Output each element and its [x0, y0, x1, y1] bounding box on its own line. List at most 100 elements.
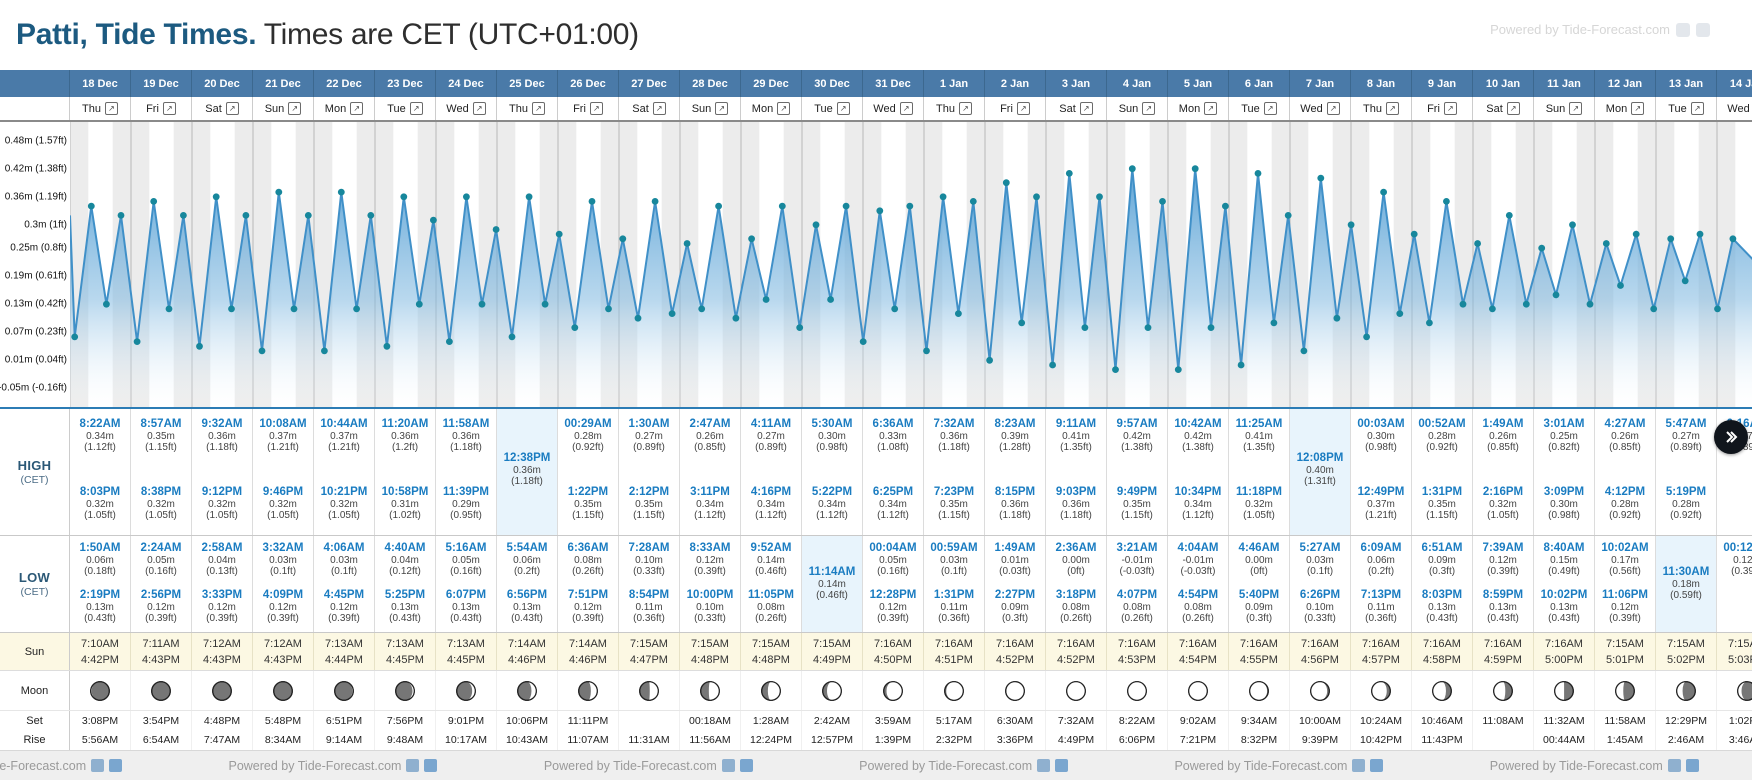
expand-day-icon[interactable]: ↗	[472, 102, 486, 115]
expand-day-icon[interactable]: ↗	[652, 102, 666, 115]
tide-height-m: 0.13m	[1428, 602, 1456, 613]
weekday-label: Fri	[146, 102, 159, 115]
expand-day-icon[interactable]: ↗	[899, 102, 913, 115]
expand-day-icon[interactable]: ↗	[350, 102, 364, 115]
tide-height-ft: (0ft)	[1250, 566, 1268, 577]
tide-time: 5:30AM	[811, 418, 853, 430]
share-icon[interactable]	[1685, 759, 1699, 772]
expand-day-icon[interactable]: ↗	[836, 102, 850, 115]
high-tide-entry: 11:20AM 0.36m (1.2ft)	[375, 417, 435, 453]
tide-height-ft: (1.12ft)	[694, 510, 726, 521]
expand-day-icon[interactable]: ↗	[288, 102, 302, 115]
tide-time: 9:57AM	[1116, 418, 1158, 430]
expand-day-icon[interactable]: ↗	[1631, 102, 1645, 115]
moon-phase-icon	[1737, 680, 1752, 701]
footer-powered-by-link[interactable]: Powered by Tide-Forecast.com	[1490, 759, 1699, 773]
expand-day-icon[interactable]: ↗	[1263, 102, 1277, 115]
share-icon[interactable]	[1696, 22, 1710, 37]
high-tide-entry: 8:23AM 0.39m (1.28ft)	[985, 417, 1045, 453]
expand-day-icon[interactable]: ↗	[589, 102, 603, 115]
tide-time: 1:30AM	[628, 418, 670, 430]
tide-height-ft: (1.12ft)	[816, 510, 848, 521]
tide-height-ft: (0.3ft)	[1001, 613, 1029, 624]
tide-height-m: 0.37m	[1367, 499, 1395, 510]
expand-day-icon[interactable]: ↗	[1079, 102, 1093, 115]
tide-height-m: 0.00m	[1062, 555, 1090, 566]
weekday-label: Thu	[1363, 102, 1382, 115]
expand-day-icon[interactable]: ↗	[715, 102, 729, 115]
tide-height-m: 0.15m	[1550, 555, 1578, 566]
weekday-cell: Thu ↗	[70, 97, 131, 120]
share-icon[interactable]	[1055, 759, 1069, 772]
powered-by-link[interactable]: Powered by Tide-Forecast.com	[1490, 22, 1710, 37]
low-tide-entry: 2:19PM 0.13m (0.43ft)	[70, 588, 130, 624]
share-icon[interactable]	[721, 759, 735, 772]
moonset-time: 1:28AM	[741, 711, 802, 730]
footer-powered-by-link[interactable]: Powered by Tide-Forecast.com	[228, 759, 438, 773]
expand-day-icon[interactable]: ↗	[531, 102, 545, 115]
expand-day-icon[interactable]: ↗	[1506, 102, 1520, 115]
moon-phase-icon	[761, 680, 781, 701]
tide-time: 8:03PM	[79, 486, 121, 498]
y-axis-label: 0.13m (0.42ft)	[4, 298, 67, 310]
tide-time: 10:00PM	[686, 589, 734, 601]
tide-time: 11:06PM	[1601, 589, 1649, 601]
share-icon[interactable]	[424, 759, 438, 772]
tide-time: 00:04AM	[869, 542, 917, 554]
expand-day-icon[interactable]: ↗	[1385, 102, 1399, 115]
share-icon[interactable]	[406, 759, 420, 772]
share-icon[interactable]	[1370, 759, 1384, 772]
sunrise-time: 7:11AM	[142, 637, 180, 650]
tide-height-m: 0.10m	[1306, 602, 1334, 613]
tide-height-m: 0.12m	[879, 602, 907, 613]
tide-height-m: 0.35m	[147, 431, 175, 442]
expand-day-icon[interactable]: ↗	[1690, 102, 1704, 115]
sun-times-cell: 7:10AM 4:42PM	[70, 633, 131, 670]
weekday-label: Thu	[936, 102, 955, 115]
expand-day-icon[interactable]: ↗	[1142, 102, 1156, 115]
low-tide-cell: 5:54AM 0.06m (0.2ft) 6:56PM 0.13m (0.43ft)	[497, 536, 558, 632]
tide-time: 12:08PM	[1296, 452, 1344, 464]
expand-day-icon[interactable]: ↗	[777, 102, 791, 115]
tide-height-ft: (0.59ft)	[1670, 589, 1702, 601]
moon-row-label-cell: Moon	[0, 671, 70, 710]
share-icon[interactable]	[1667, 759, 1681, 772]
expand-day-icon[interactable]: ↗	[958, 102, 972, 115]
sunset-time: 4:46PM	[508, 653, 546, 666]
moonrise-time: 9:14AM	[314, 730, 375, 750]
tide-height-m: 0.05m	[452, 555, 480, 566]
expand-day-icon[interactable]: ↗	[104, 102, 118, 115]
expand-day-icon[interactable]: ↗	[1326, 102, 1340, 115]
expand-day-icon[interactable]: ↗	[1204, 102, 1218, 115]
weekday-label: Sat	[1486, 102, 1503, 115]
high-tide-entry: 1:49AM 0.26m (0.85ft)	[1473, 417, 1533, 453]
high-tide-cell: 11:20AM 0.36m (1.2ft) 10:58PM 0.31m (1.02ft)	[375, 409, 436, 535]
share-icon[interactable]	[739, 759, 753, 772]
expand-day-icon[interactable]: ↗	[409, 102, 423, 115]
expand-day-icon[interactable]: ↗	[1443, 102, 1457, 115]
sunset-time: 4:52PM	[996, 653, 1034, 666]
expand-day-icon[interactable]: ↗	[225, 102, 239, 115]
tide-height-ft: (0.33ft)	[694, 613, 726, 624]
tide-height-m: 0.27m	[635, 431, 663, 442]
tide-time: 8:03PM	[1421, 589, 1463, 601]
high-tide-entry: 8:57AM 0.35m (1.15ft)	[131, 417, 191, 453]
expand-day-icon[interactable]: ↗	[162, 102, 176, 115]
tide-height-m: 0.42m	[1123, 431, 1151, 442]
share-icon[interactable]	[91, 759, 105, 772]
share-icon[interactable]	[109, 759, 123, 772]
tide-time: 9:03PM	[1055, 486, 1097, 498]
expand-day-icon[interactable]: ↗	[1016, 102, 1030, 115]
scroll-next-button[interactable]	[1714, 420, 1748, 454]
expand-day-icon[interactable]: ↗	[1569, 102, 1583, 115]
tide-time: 7:28AM	[628, 542, 670, 554]
share-icon[interactable]	[1037, 759, 1051, 772]
footer-powered-by-link[interactable]: Powered by Tide-Forecast.com	[859, 759, 1069, 773]
footer-powered-by-link[interactable]: Powered by Tide-Forecast.com	[1174, 759, 1384, 773]
share-icon[interactable]	[1676, 22, 1690, 37]
footer-powered-by-link[interactable]: Powered by Tide-Forecast.com	[0, 759, 123, 773]
low-tide-entry: 4:54PM 0.08m (0.26ft)	[1168, 588, 1228, 624]
sunrise-time: 7:16AM	[1362, 637, 1400, 650]
share-icon[interactable]	[1352, 759, 1366, 772]
footer-powered-by-link[interactable]: Powered by Tide-Forecast.com	[544, 759, 753, 773]
